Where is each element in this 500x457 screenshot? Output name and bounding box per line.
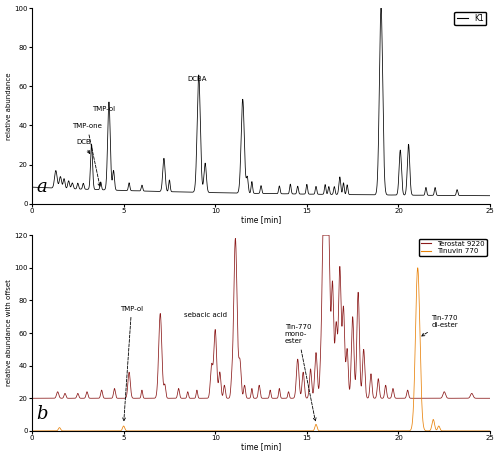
Text: TMP-ol: TMP-ol [120,306,143,420]
Text: sebacic acid: sebacic acid [184,312,227,319]
Text: DCB: DCB [76,139,90,154]
Legend: Terostat 9220, Tinuvin 770: Terostat 9220, Tinuvin 770 [419,239,486,256]
Text: Tin-770
di-ester: Tin-770 di-ester [422,315,458,336]
X-axis label: time [min]: time [min] [241,215,281,224]
Y-axis label: relative abundance: relative abundance [6,72,12,140]
Text: TMP-ol: TMP-ol [92,106,116,112]
X-axis label: time [min]: time [min] [241,442,281,452]
Text: TMP-one: TMP-one [72,123,102,186]
Text: b: b [36,405,48,423]
Text: Tin-770
mono-
ester: Tin-770 mono- ester [285,324,316,421]
Text: a: a [36,178,48,196]
Text: DCBA: DCBA [188,76,207,82]
Y-axis label: relative abundance with offset: relative abundance with offset [6,280,12,387]
Legend: K1: K1 [454,12,486,26]
